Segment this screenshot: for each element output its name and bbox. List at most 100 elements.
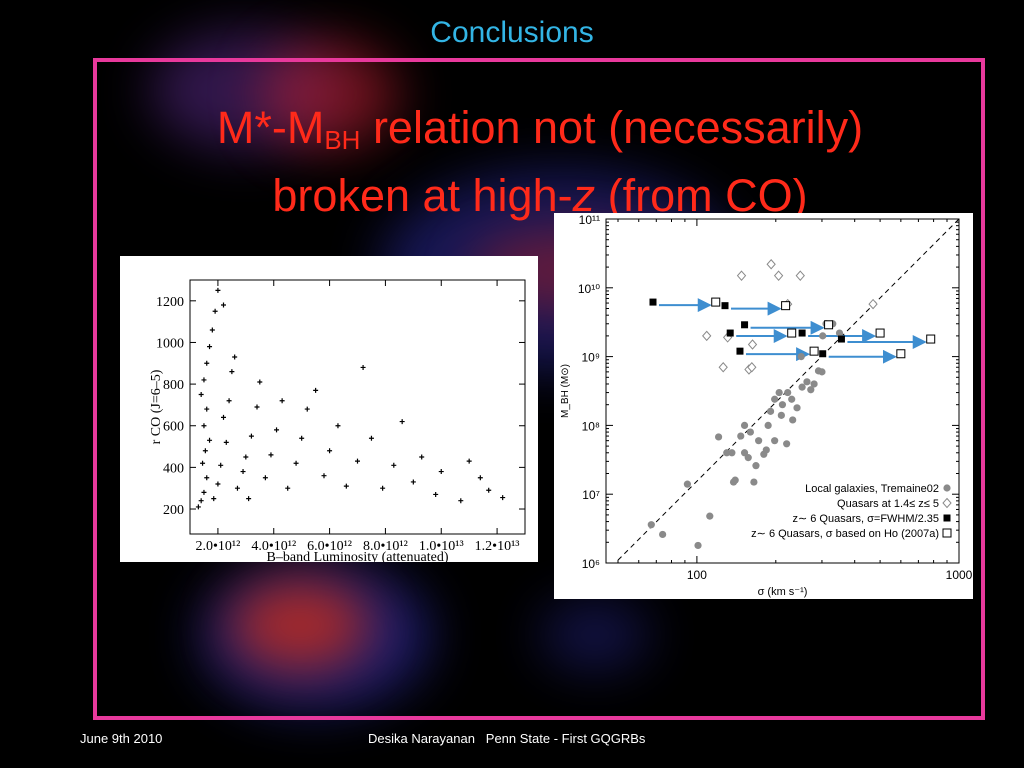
data-point (837, 335, 845, 343)
data-point (649, 298, 657, 306)
co-luminosity-chart: 200 400 600 800 1000 1200 2.0•10¹² 4.0•10¹² 6.0•… (149, 279, 526, 565)
data-point (659, 530, 667, 539)
data-point (819, 350, 827, 358)
data-point (784, 388, 792, 397)
data-point (195, 504, 201, 510)
legend-label: z∼ 6 Quasars, σ=FWHM/2.35 (792, 513, 939, 525)
data-point (360, 364, 366, 370)
data-point (212, 308, 218, 314)
data-point (718, 362, 728, 373)
data-point (201, 489, 207, 495)
data-point (755, 437, 763, 445)
co-luminosity-chart-panel: 200 400 600 800 1000 1200 2.0•10¹² 4.0•10¹² 6.0•… (120, 256, 538, 565)
data-point (477, 475, 483, 481)
data-point (647, 521, 655, 529)
data-point (240, 469, 246, 475)
data-point (740, 421, 749, 429)
plot-frame (605, 218, 960, 564)
data-point (797, 353, 805, 361)
data-point (824, 320, 834, 330)
data-point (380, 485, 386, 491)
x-tick-label: 1.2•10¹³ (475, 539, 520, 554)
y-tick-label: 10⁸ (582, 419, 600, 433)
data-point (726, 329, 734, 337)
y-tick-label: 1200 (156, 295, 184, 310)
data-point (355, 458, 360, 464)
data-point (248, 433, 254, 439)
headline-z: z (572, 170, 596, 221)
data-point (368, 435, 374, 441)
data-point (747, 339, 758, 350)
data-point (198, 498, 204, 504)
data-point (942, 528, 952, 538)
data-point (807, 386, 815, 394)
data-point (204, 406, 210, 412)
data-point (321, 473, 327, 479)
data-point (714, 433, 723, 441)
data-point (486, 487, 492, 493)
data-point (741, 321, 749, 329)
footer-center: Desika Narayanan Penn State - First GQGR… (368, 731, 646, 746)
data-point (410, 479, 416, 485)
data-point (752, 462, 760, 470)
headline-prefix: M*-M (216, 102, 325, 153)
data-point (875, 328, 885, 338)
data-point (729, 478, 738, 486)
data-point (274, 427, 280, 433)
data-point (229, 369, 235, 375)
y-tick-label: 10¹¹ (579, 213, 600, 227)
data-point (201, 377, 207, 383)
data-point (500, 495, 506, 501)
x-tick-label: 1000 (946, 568, 973, 582)
data-point (246, 496, 252, 502)
data-point (737, 432, 745, 440)
y-tick-label: 10⁹ (582, 351, 601, 365)
data-point (747, 362, 757, 373)
legend-label: Local galaxies, Tremaine02 (805, 483, 939, 495)
data-point (926, 334, 936, 344)
data-point (466, 458, 472, 464)
data-point (943, 514, 951, 522)
data-point (736, 270, 747, 281)
x-tick-label: 6.0•10¹² (307, 539, 352, 554)
data-point (771, 395, 779, 403)
data-point (198, 392, 204, 398)
content-frame (93, 58, 985, 720)
y-axis-label: r CO (J=6–5) (149, 369, 164, 444)
y-tick-label: 10⁶ (582, 557, 600, 571)
data-point (327, 448, 333, 454)
data-point (313, 387, 319, 393)
headline-line2-b: (from CO) (595, 170, 808, 221)
data-point (868, 298, 878, 310)
data-point (766, 407, 775, 415)
slide-title: Conclusions (430, 16, 594, 49)
headline: M*-MBH relation not (necessarily) broken… (140, 100, 940, 224)
y-tick-label: 400 (163, 461, 184, 476)
data-point (803, 378, 811, 386)
y-tick-label: 10⁷ (582, 488, 600, 502)
y-tick-label: 800 (163, 378, 184, 393)
data-point (221, 414, 226, 420)
data-point (343, 483, 349, 489)
data-point (775, 388, 783, 397)
data-point (788, 395, 796, 403)
data-point (750, 478, 758, 486)
data-point (810, 380, 818, 388)
x-tick-label: 100 (687, 568, 707, 582)
data-point (818, 368, 826, 376)
y-tick-label: 600 (163, 420, 184, 435)
data-point (293, 460, 299, 466)
y-tick-label: 200 (163, 503, 184, 518)
data-point (778, 401, 787, 409)
data-point (335, 423, 341, 429)
data-point (793, 404, 801, 412)
x-tick-label: 8.0•10¹² (363, 539, 408, 554)
x-tick-label: 4.0•10¹² (251, 539, 296, 554)
data-point (798, 329, 806, 337)
y-tick-label: 10¹⁰ (578, 282, 600, 296)
data-point (787, 328, 797, 338)
data-point (234, 485, 240, 491)
data-point (943, 484, 951, 492)
data-point (706, 512, 714, 520)
data-point (204, 360, 210, 366)
